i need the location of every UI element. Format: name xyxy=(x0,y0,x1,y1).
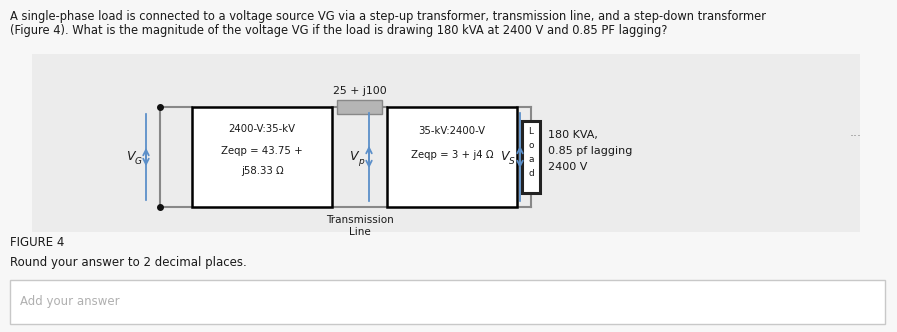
Text: A single-phase load is connected to a voltage source VG via a step-up transforme: A single-phase load is connected to a vo… xyxy=(10,10,766,23)
Bar xyxy=(522,121,540,193)
Text: o: o xyxy=(528,140,534,149)
Text: 180 KVA,: 180 KVA, xyxy=(548,130,598,140)
Bar xyxy=(192,107,332,207)
Text: (Figure 4). What is the magnitude of the voltage VG if the load is drawing 180 k: (Figure 4). What is the magnitude of the… xyxy=(10,24,667,37)
Text: L: L xyxy=(528,126,534,135)
Text: 2400-V:35-kV: 2400-V:35-kV xyxy=(229,124,295,134)
Bar xyxy=(387,107,517,207)
Text: 25 + j100: 25 + j100 xyxy=(333,86,387,96)
Text: Add your answer: Add your answer xyxy=(20,294,119,307)
Text: Round your answer to 2 decimal places.: Round your answer to 2 decimal places. xyxy=(10,256,247,269)
Bar xyxy=(337,100,382,114)
Text: V: V xyxy=(500,150,509,163)
Text: G: G xyxy=(135,157,142,167)
Text: Transmission: Transmission xyxy=(326,215,394,225)
Text: Zeqp = 43.75 +: Zeqp = 43.75 + xyxy=(222,146,303,156)
Text: V: V xyxy=(349,150,357,163)
Text: S: S xyxy=(509,157,515,167)
Text: 2400 V: 2400 V xyxy=(548,162,588,172)
Text: p: p xyxy=(358,157,364,167)
Text: ...: ... xyxy=(850,125,862,138)
Text: V: V xyxy=(126,150,135,163)
Bar xyxy=(32,54,860,232)
Text: FIGURE 4: FIGURE 4 xyxy=(10,236,65,249)
Text: 35-kV:2400-V: 35-kV:2400-V xyxy=(419,126,485,136)
Text: Zeqp = 3 + j4 Ω: Zeqp = 3 + j4 Ω xyxy=(411,150,493,160)
Text: a: a xyxy=(528,154,534,163)
Text: Line: Line xyxy=(349,227,370,237)
Text: 0.85 pf lagging: 0.85 pf lagging xyxy=(548,146,632,156)
Text: j58.33 Ω: j58.33 Ω xyxy=(240,166,283,176)
Bar xyxy=(10,280,885,324)
Text: d: d xyxy=(528,169,534,178)
